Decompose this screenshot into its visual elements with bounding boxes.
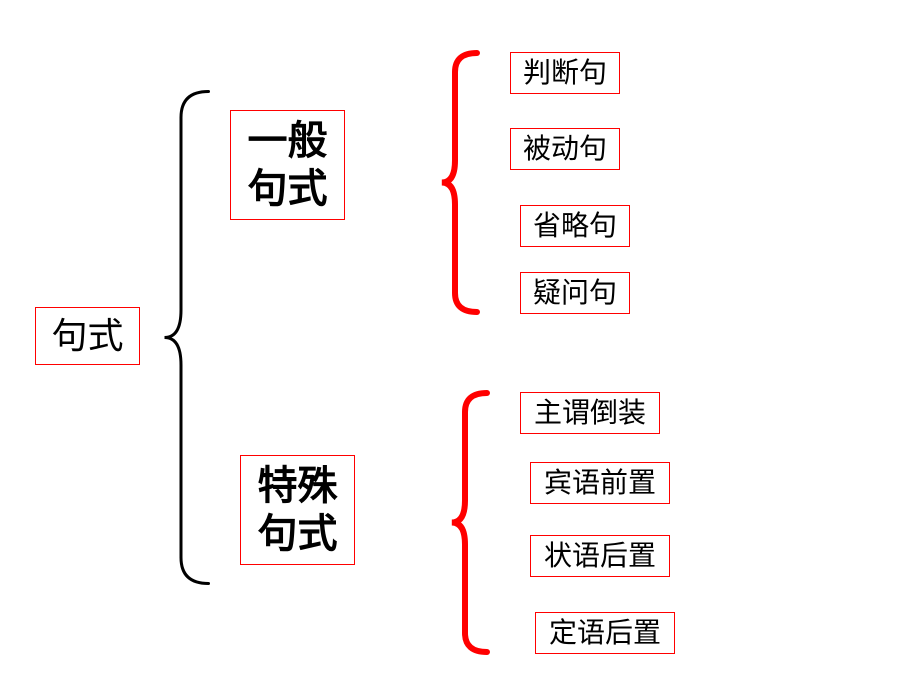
node-zhuangyu: 状语后置: [530, 535, 670, 577]
node-zhuwei-label: 主谓倒装: [534, 396, 646, 430]
node-special-label: 特殊 句式: [258, 462, 338, 558]
brace-main: [160, 90, 210, 585]
node-shenglue-label: 省略句: [533, 209, 617, 243]
node-yiwen: 疑问句: [520, 272, 630, 314]
node-shenglue: 省略句: [520, 205, 630, 247]
node-binyu-label: 宾语前置: [544, 466, 656, 500]
brace-general: [440, 50, 480, 315]
node-binyu: 宾语前置: [530, 462, 670, 504]
node-yiwen-label: 疑问句: [533, 276, 617, 310]
node-beidong: 被动句: [510, 128, 620, 170]
node-dingyu-label: 定语后置: [549, 616, 661, 650]
brace-special: [450, 390, 490, 655]
node-dingyu: 定语后置: [535, 612, 675, 654]
node-special: 特殊 句式: [240, 455, 355, 565]
node-root: 句式: [35, 307, 140, 365]
node-panduan-label: 判断句: [523, 56, 607, 90]
node-zhuwei: 主谓倒装: [520, 392, 660, 434]
node-panduan: 判断句: [510, 52, 620, 94]
node-general: 一般 句式: [230, 110, 345, 220]
node-general-label: 一般 句式: [248, 117, 328, 213]
node-beidong-label: 被动句: [523, 132, 607, 166]
node-zhuangyu-label: 状语后置: [544, 539, 656, 573]
node-root-label: 句式: [51, 314, 123, 357]
